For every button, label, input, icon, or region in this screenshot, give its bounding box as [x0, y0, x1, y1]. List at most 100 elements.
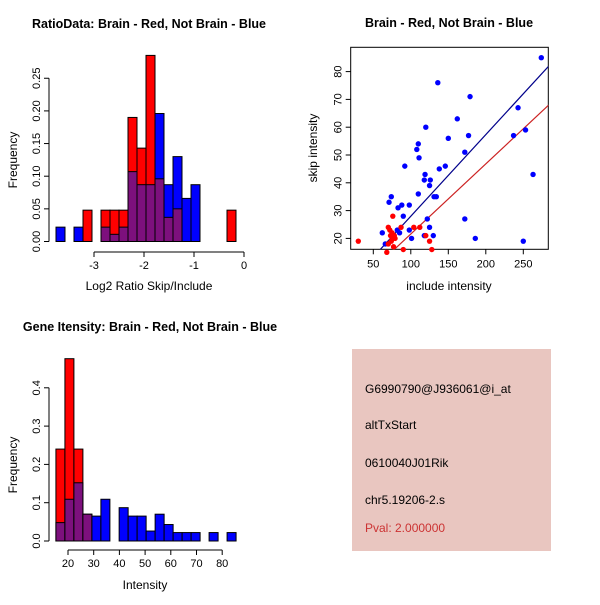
histogram-bar — [136, 515, 147, 542]
y-tick-label: 40 — [333, 177, 345, 189]
y-tick-label: 0.2 — [31, 457, 43, 472]
histogram-bar — [145, 530, 156, 542]
scatter-point-blue — [454, 116, 460, 122]
scatter-point-red — [400, 246, 406, 253]
scatter-point-blue — [462, 216, 468, 222]
histogram-bar — [127, 515, 138, 542]
histogram-bar — [100, 498, 111, 542]
y-tick-label: 0.20 — [31, 100, 43, 121]
scatter-point-blue — [431, 194, 437, 200]
scatter-point-blue — [399, 202, 405, 208]
y-tick-label: 60 — [333, 121, 345, 133]
scatter-point-red — [355, 238, 361, 244]
histogram-bar-overlap — [73, 482, 84, 542]
histogram-bar — [190, 532, 201, 542]
x-tick-label: 80 — [216, 558, 228, 570]
scatter-xlabel: include intensity — [406, 279, 491, 293]
scatter-point-blue — [530, 171, 536, 178]
info-line-4: Pval: 2.000000 — [365, 521, 446, 535]
ratio-histogram-xlabel: Log2 Ratio Skip/Include — [86, 279, 213, 293]
scatter-point-blue — [416, 155, 422, 161]
scatter-point-blue — [395, 205, 401, 211]
scatter-point-red — [398, 224, 404, 230]
scatter-point-blue — [386, 199, 392, 205]
scatter-point-blue — [422, 171, 428, 178]
histogram-bar — [208, 532, 219, 542]
histogram-bar — [118, 507, 129, 542]
scatter-point-blue — [400, 213, 406, 219]
plot-box — [350, 46, 549, 250]
scatter-point-blue — [402, 163, 408, 169]
info-line-2: 0610040J01Rik — [365, 456, 449, 470]
scatter-point-blue — [445, 135, 451, 142]
scatter-point-blue — [415, 191, 421, 197]
y-tick-label: 0.3 — [31, 418, 43, 433]
histogram-bar — [226, 209, 237, 243]
gene-intensity-xlabel: Intensity — [123, 578, 168, 592]
scatter-point-red — [390, 213, 396, 219]
ratio-histogram-ylabel: Frequency — [6, 132, 20, 189]
y-tick-label: 0.0 — [31, 533, 43, 548]
scatter-point-blue — [472, 235, 478, 242]
y-tick-label: 30 — [333, 204, 345, 216]
scatter-point-blue — [520, 238, 526, 244]
scatter-title: Brain - Red, Not Brain - Blue — [365, 16, 533, 30]
scatter-point-red — [429, 246, 435, 253]
histogram-bar — [172, 532, 183, 542]
x-tick-label: 200 — [477, 258, 495, 270]
ratio-histogram-panel: -3 -2 -1 0 0.00 0.05 0.10 0.15 0.20 0.25 — [31, 54, 247, 272]
x-tick-label: 30 — [88, 558, 100, 570]
scatter-point-blue — [435, 80, 441, 86]
ratio-histogram-title: RatioData: Brain - Red, Not Brain - Blue — [32, 17, 266, 31]
scatter-ylabel: skip intensity — [306, 114, 320, 183]
info-line-1: altTxStart — [365, 418, 417, 432]
x-tick-label: 50 — [139, 558, 151, 570]
histogram-bar — [181, 197, 192, 242]
y-tick-label: 50 — [333, 149, 345, 161]
x-tick-label: -2 — [139, 260, 149, 272]
x-tick-label: 60 — [165, 558, 177, 570]
y-tick-label: 70 — [333, 93, 345, 105]
scatter-point-blue — [415, 141, 421, 147]
histogram-bar — [55, 226, 66, 243]
scatter-point-blue — [406, 202, 412, 208]
y-tick-label: 0.15 — [31, 133, 43, 154]
histogram-bar — [226, 532, 237, 542]
scatter-point-blue — [510, 132, 517, 139]
histogram-bar-overlap — [82, 513, 93, 542]
histogram-bar-overlap — [109, 233, 120, 243]
scatter-point-blue — [430, 232, 436, 239]
histogram-bar — [154, 513, 165, 542]
scatter-point-blue — [408, 235, 415, 242]
info-line-0: G6990790@J936061@i_at — [365, 382, 511, 396]
intensity-scatter-panel: 50 100 150 200 250 20 30 40 50 60 70 80 — [333, 46, 549, 270]
scatter-point-blue — [423, 124, 429, 130]
scatter-point-blue — [406, 227, 412, 233]
y-tick-label: 0.25 — [31, 68, 43, 89]
scatter-point-red — [392, 235, 398, 242]
scatter-point-red — [384, 249, 390, 255]
y-tick-label: 0.00 — [31, 231, 43, 252]
histogram-bar-overlap — [172, 208, 183, 243]
scatter-point-blue — [467, 93, 473, 100]
scatter-point-blue — [388, 194, 394, 200]
histogram-bar-overlap — [55, 522, 66, 542]
scatter-point-red — [426, 238, 433, 244]
scatter-point-blue — [538, 55, 544, 61]
scatter-point-blue — [462, 149, 468, 155]
info-line-3: chr5.19206-2.s — [365, 493, 446, 507]
y-tick-label: 0.4 — [31, 380, 43, 395]
gene-intensity-histogram-panel: 20 30 40 50 60 70 80 0.0 0.1 0.2 0.3 0.4 — [31, 358, 237, 570]
histogram-bar-overlap — [145, 184, 156, 242]
histogram-bar — [82, 209, 93, 243]
gene-intensity-ylabel: Frequency — [6, 437, 20, 494]
histogram-bar-overlap — [127, 171, 138, 242]
x-tick-label: 70 — [190, 558, 202, 570]
scatter-point-blue — [436, 166, 442, 172]
regression-line-red — [393, 104, 549, 250]
x-tick-label: 100 — [402, 258, 420, 270]
scatter-point-red — [423, 232, 429, 239]
scatter-point-blue — [379, 230, 385, 236]
scatter-point-blue — [421, 177, 427, 183]
